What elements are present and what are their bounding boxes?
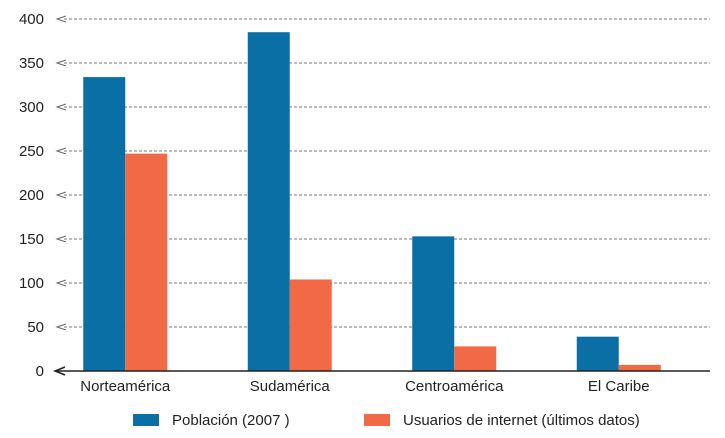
tick-arrow-icon (55, 235, 67, 243)
x-tick-label: Sudamérica (250, 378, 331, 395)
legend: Población (2007 ) Usuarios de internet (ú… (133, 412, 640, 429)
bar (454, 346, 497, 371)
y-tick-label: 100 (19, 275, 44, 292)
y-tick-label: 350 (19, 55, 44, 72)
bar (83, 77, 126, 371)
bar (576, 336, 619, 371)
y-tick-label: 50 (27, 319, 44, 336)
tick-arrow-icon (55, 323, 67, 331)
tick-arrow-icon (55, 15, 67, 23)
bar (247, 32, 290, 371)
x-axis-labels: Norteamérica Sudamérica Centroamérica El Ca… (80, 378, 649, 395)
tick-arrow-icon (55, 59, 67, 67)
tick-arrow-icon (55, 147, 67, 155)
y-tick-label: 0 (36, 363, 44, 380)
y-tick-label: 200 (19, 187, 44, 204)
legend-swatch (133, 414, 159, 426)
y-tick-label: 150 (19, 231, 44, 248)
gridlines (52, 15, 710, 376)
x-tick-label: El Caribe (588, 378, 650, 395)
bar (289, 279, 332, 371)
y-tick-label: 400 (19, 11, 44, 28)
legend-swatch (364, 414, 390, 426)
axis-arrow-icon (52, 366, 66, 376)
bar (618, 364, 661, 371)
y-axis-ticks: 0 50 100 150 200 250 300 350 400 (19, 11, 44, 380)
bars (83, 32, 661, 371)
legend-label: Población (2007 ) (172, 412, 290, 429)
legend-label: Usuarios de internet (últimos datos) (403, 412, 640, 429)
bar (412, 236, 455, 371)
bar (125, 153, 168, 371)
x-tick-label: Centroamérica (405, 378, 504, 395)
tick-arrow-icon (55, 103, 67, 111)
tick-arrow-icon (55, 191, 67, 199)
tick-arrow-icon (55, 279, 67, 287)
y-tick-label: 300 (19, 99, 44, 116)
x-tick-label: Norteamérica (80, 378, 171, 395)
y-tick-label: 250 (19, 143, 44, 160)
